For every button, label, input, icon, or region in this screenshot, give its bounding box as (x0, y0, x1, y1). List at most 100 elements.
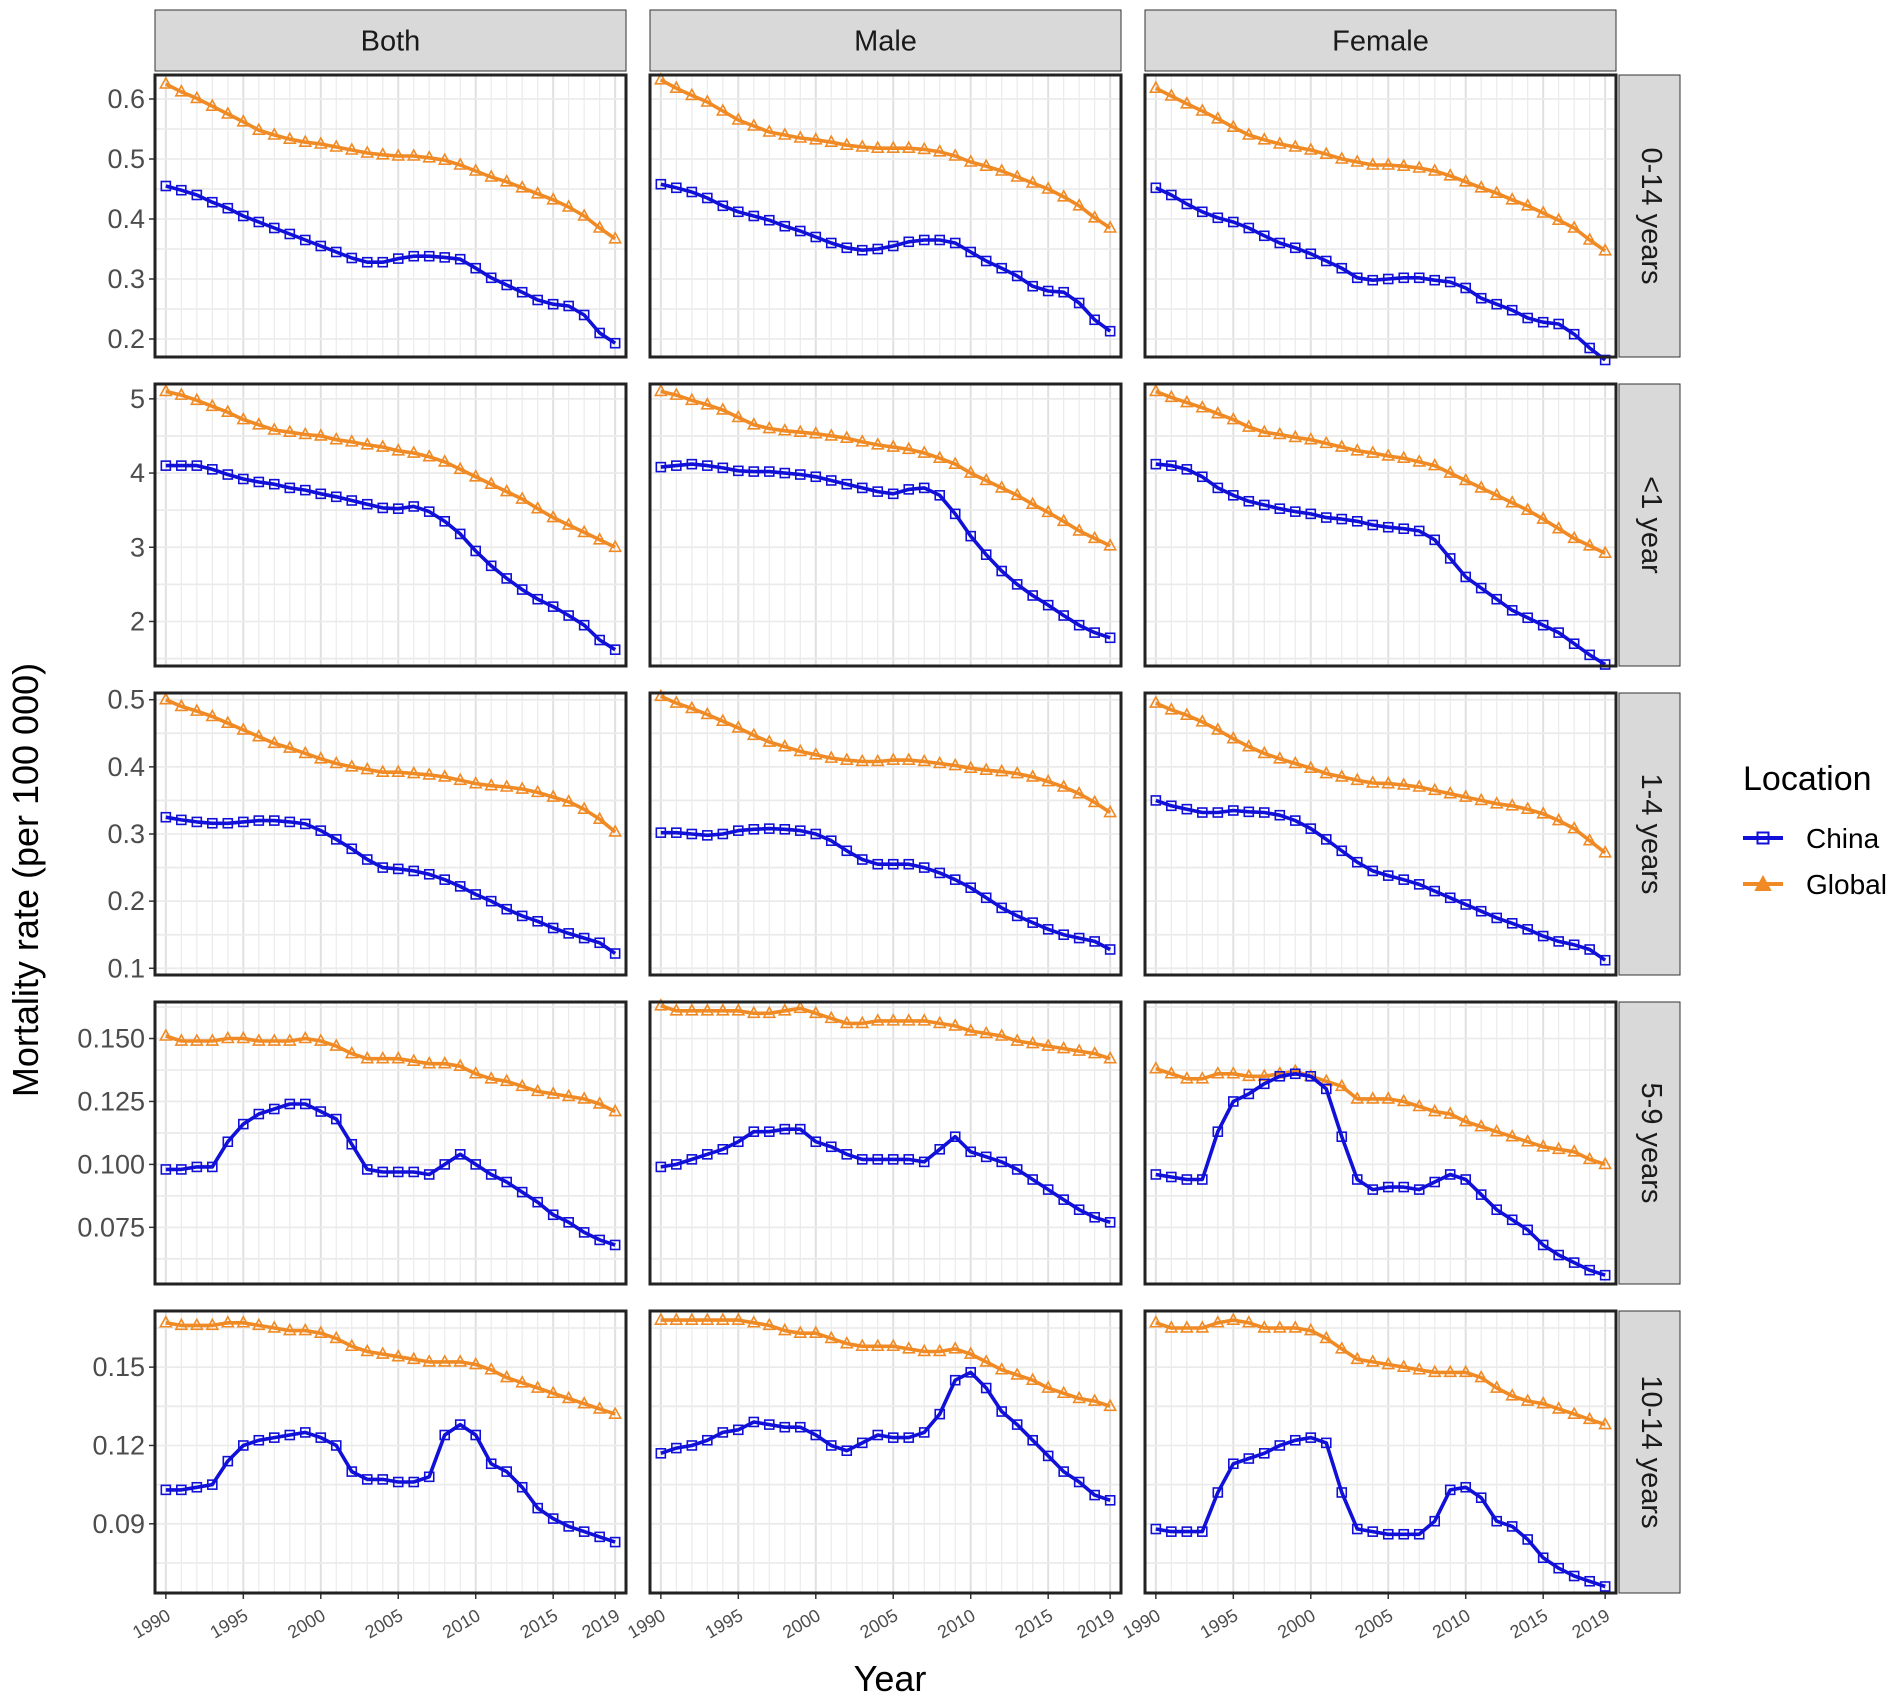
panel-male-1-4-years-point-global-1997 (762, 734, 777, 747)
panel-female-10-14-years-point-china-1995 (1228, 1458, 1239, 1470)
panel-both-0-14-years-point-china-2016 (563, 300, 574, 312)
panel-female-1-4-years-point-global-1996 (1241, 739, 1256, 752)
panel-male-0-14-years-point-global-1991 (669, 80, 684, 93)
panel-both-0-14-years-point-global-1997 (267, 127, 282, 140)
panel-male-5-9-years-point-china-2012 (996, 1156, 1008, 1168)
panel-male-10-14-years-point-china-1998 (779, 1421, 791, 1433)
panel-female-1-4-years-point-china-2013 (1506, 917, 1518, 929)
panel-male-1-4-years-point-china-2009 (949, 874, 961, 885)
panel-female-1-4-years-point-china-1995 (1228, 805, 1239, 816)
panel-female-5-9-years-point-global-2003 (1350, 1091, 1365, 1104)
panel-female-5-9-years-point-china-2012 (1491, 1204, 1503, 1216)
panel-female-1-year-point-china-2005 (1382, 521, 1394, 533)
panel-male-5-9-years-point-china-2001 (825, 1141, 837, 1153)
panel-male-10-14-years-point-global-2000 (808, 1325, 823, 1338)
panel-male-1-4-years-point-global-1996 (746, 727, 761, 741)
panel-both-5-9-years-point-china-2005 (392, 1166, 404, 1178)
panel-male-5-9-years-point-global-1993 (700, 1003, 715, 1016)
panel-both-0-14-years-point-global-1990 (158, 76, 173, 89)
panel-both-5-9-years-point-global-2019 (608, 1103, 623, 1117)
panel-both-0-14-years-series-global (158, 76, 623, 244)
panel-male-1-year-point-china-2009 (949, 508, 961, 520)
row-strip-1-year: <1 year (1618, 383, 1681, 667)
panel-female-0-14-years-point-china-2004 (1367, 274, 1379, 286)
x-tick-label-male-1995: 1995 (702, 1605, 747, 1642)
panel-male-10-14-years-point-china-1995 (733, 1424, 744, 1436)
panel-male-1-year-point-global-2003 (855, 434, 870, 447)
panel-both-10-14-years-point-china-2008 (439, 1429, 451, 1441)
panel-male-1-4-years-point-china-2011 (980, 892, 992, 904)
panel-both-0-14-years-point-china-1995 (238, 210, 249, 222)
panel-male-1-4-years-point-global-2010 (963, 760, 978, 774)
panel-female-5-9-years-point-global-2014 (1520, 1134, 1535, 1147)
panel-female-1-4-years-point-global-2004 (1365, 775, 1380, 788)
panel-both-0-14-years-point-china-1996 (253, 216, 265, 228)
panel-both-1-year-point-global-2017 (577, 524, 592, 538)
panel-female-10-14-years-point-global-2019 (1598, 1416, 1613, 1430)
panel-male-10-14-years-point-global-2009 (948, 1341, 963, 1354)
panel-female-1-4-years-point-global-2007 (1412, 779, 1427, 792)
panel-both-1-year-point-global-2003 (360, 437, 375, 450)
panel-female-10-14-years-point-china-1998 (1274, 1440, 1286, 1451)
panel-both-0-14-years-point-global-2002 (344, 142, 359, 155)
panel-female-5-9-years-point-global-1992 (1179, 1071, 1194, 1084)
panel-male-0-14-years-point-global-2009 (948, 148, 963, 161)
panel-male-1-year-point-global-2002 (839, 430, 854, 443)
panel-both-0-14-years-point-china-2004 (377, 256, 389, 268)
panel-both-10-14-years-point-china-2016 (563, 1521, 574, 1532)
panel-male-0-14-years-point-china-2014 (1027, 280, 1038, 292)
panel-both-1-4-years-point-china-2000 (315, 825, 327, 836)
panel-female-5-9-years-point-china-1995 (1228, 1096, 1239, 1107)
panel-both-0-14-years-point-china-2003 (361, 256, 373, 268)
panel-both-1-4-years-point-global-2016 (561, 794, 576, 807)
panel-female-10-14-years-point-global-2008 (1427, 1364, 1442, 1378)
panel-both-0-14-years-point-global-2009 (453, 157, 468, 170)
panel-male-1-year-point-global-2012 (994, 480, 1009, 493)
panel-female-1-year-point-china-2015 (1537, 619, 1549, 631)
panel-both-1-year-point-china-2012 (501, 573, 513, 584)
panel-both-0-14-years-line-china (165, 184, 617, 345)
panel-both-0-14-years-point-global-1991 (174, 84, 189, 97)
panel-both-10-14-years-point-global-2007 (422, 1354, 437, 1367)
y-tick-label-5-9-years-1: 0.100 (77, 1149, 145, 1179)
panel-both-10-14-years-line-china (165, 1422, 616, 1544)
panel-male-5-9-years-point-china-2005 (887, 1154, 899, 1165)
panel-female-5-9-years-point-global-1995 (1226, 1066, 1241, 1079)
panel-both-5-9-years-point-global-2001 (329, 1038, 344, 1051)
panel-male-5-9-years-point-global-1991 (669, 1003, 684, 1016)
panel-female-10-14-years-point-china-2018 (1584, 1575, 1595, 1587)
panel-female-10-14-years-point-global-1997 (1257, 1320, 1272, 1333)
panel-male-10-14-years-point-china-2010 (965, 1367, 977, 1378)
panel-female-1-year-point-china-2016 (1553, 627, 1564, 638)
panel-both-5-9-years-point-china-2009 (454, 1149, 466, 1160)
panel-both-1-year-series-global (158, 383, 623, 553)
panel-male-1-year-point-global-2004 (870, 437, 885, 450)
panel-both-5-9-years-point-china-2006 (408, 1166, 420, 1178)
panel-both-1-4-years-series-china (160, 811, 621, 959)
panel-male-0-14-years-point-global-2018 (1087, 210, 1102, 223)
panel-both-0-14-years-point-global-2004 (375, 147, 390, 160)
panel-female-0-14-years-point-china-2005 (1382, 273, 1394, 285)
y-tick-label-1-year-2: 4 (130, 458, 145, 488)
panel-male-1-year-point-global-2017 (1072, 523, 1087, 536)
panel-both-1-4-years-point-china-1997 (268, 815, 280, 826)
panel-female-10-14-years-point-global-1995 (1226, 1312, 1241, 1325)
panel-male-10-14-years-point-china-2014 (1027, 1434, 1038, 1446)
panel-male-1-year-point-global-2016 (1056, 513, 1071, 527)
panel-both-5-9-years-point-global-2004 (375, 1050, 390, 1064)
panel-both-1-4-years-point-global-1990 (158, 692, 173, 705)
panel-female-0-14-years-point-global-1991 (1164, 88, 1179, 101)
panel-female-1-year-point-global-2010 (1458, 472, 1473, 486)
panel-male-5-9-years-point-global-2006 (901, 1013, 916, 1026)
legend: Location China Global (1743, 760, 1887, 900)
panel-male-1-year-point-china-2000 (810, 471, 822, 483)
panel-female-10-14-years-point-china-2013 (1506, 1521, 1518, 1532)
panel-male-10-14-years-point-china-2012 (996, 1406, 1008, 1417)
panel-female-1-4-years-point-global-2012 (1489, 796, 1504, 809)
panel-male-1-year-point-china-2007 (918, 482, 930, 494)
panel-male-10-14-years-point-china-1997 (763, 1419, 775, 1430)
panel-both-1-year-point-global-2010 (468, 469, 483, 482)
panel-female-1-4-years-point-china-2006 (1398, 874, 1410, 885)
panel-male-5-9-years-point-global-2017 (1072, 1043, 1087, 1056)
